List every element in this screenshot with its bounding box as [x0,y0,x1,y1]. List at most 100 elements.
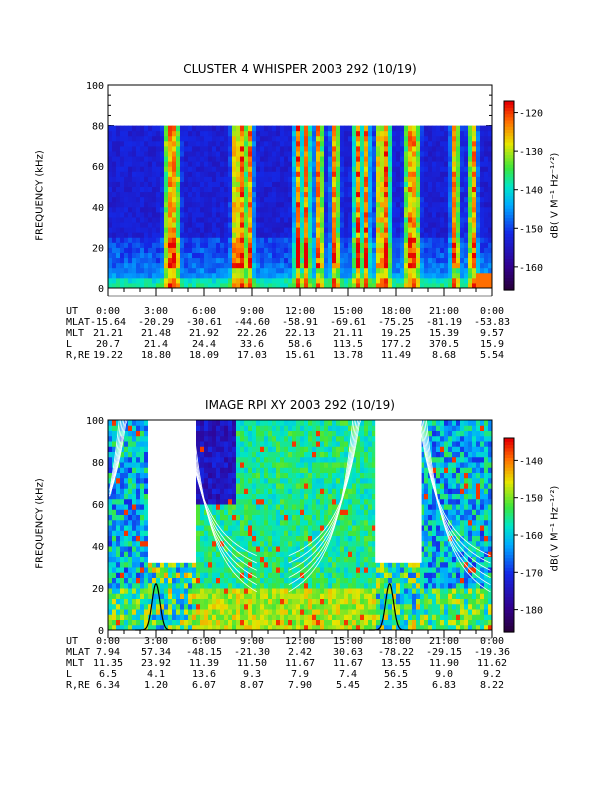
panel2-cell [248,525,253,531]
panel2-cell [148,593,153,599]
panel2-cell [120,582,125,589]
panel1-cell [368,252,373,259]
panel2-cell [144,609,149,615]
panel1-ephem-value: -20.29 [137,317,175,328]
panel1-cell [372,227,377,233]
panel2-cell [248,441,253,447]
panel1-cell [396,272,401,279]
panel1-cell [132,171,137,177]
panel1-cell [148,181,153,187]
panel1-cell [176,166,181,172]
panel2-cell [260,519,265,526]
panel1-cell [488,196,493,203]
panel1-cell [288,176,293,182]
panel2-cell [112,619,117,626]
panel1-cell [132,267,137,274]
panel1-cell [272,282,277,289]
panel1-cell [472,222,477,228]
panel1-cell [396,161,401,167]
panel1-colorbar-step [504,129,514,134]
panel2-cell [216,446,221,452]
panel1-cell [168,181,173,187]
panel1-cell [484,232,489,238]
panel1-cell [472,186,477,193]
panel1-cell [444,171,449,177]
panel1-cell [300,237,305,243]
panel1-cell [212,216,217,223]
panel1-cell [352,232,357,238]
panel1-cell [316,191,321,198]
panel1-cell [112,186,117,193]
panel1-cell [440,171,445,177]
panel2-cell [284,493,289,500]
panel2-cell [124,593,129,599]
panel1-cell [332,272,337,279]
panel1-cell [440,145,445,152]
panel1-cell [340,196,345,203]
panel1-cell [204,282,209,289]
panel1-cell [332,267,337,274]
panel1-cell [348,196,353,203]
panel2-cell [132,540,137,547]
panel1-cell [392,161,397,167]
panel1-cell [300,166,305,172]
panel1-cell [268,242,273,248]
panel1-cell [312,135,317,142]
panel2-cell [244,446,249,452]
panel2-cell [208,430,213,437]
panel1-cell [240,176,245,182]
panel2-cell [196,483,201,489]
panel1-cell [360,171,365,177]
panel1-cell [188,191,193,198]
panel1-cell [348,145,353,152]
panel2-cell [280,540,285,547]
panel2-cell [200,519,205,526]
panel1-cell [388,161,393,167]
panel1-cell [152,191,157,198]
panel1-cell [332,176,337,182]
panel1-cell [468,282,473,289]
panel1-cell [248,252,253,259]
panel2-ephem-value: 2.42 [287,647,313,658]
panel1-cell [412,216,417,223]
panel2-cell [280,530,285,536]
panel2-ephem-value: 30.63 [332,647,364,658]
panel2-cell [292,609,297,615]
panel1-cell [292,242,297,248]
panel1-cell [264,267,269,274]
panel1-cell [172,196,177,203]
panel1-cell [308,171,313,177]
panel1-cell [312,186,317,193]
panel1-cell [124,181,129,187]
panel1-cell [156,227,161,233]
panel2-cell [112,435,117,442]
panel1-ephem-value: 15.61 [284,350,316,361]
panel1-cell [444,176,449,182]
panel1-cell [372,125,377,132]
panel1-cell [444,222,449,228]
panel1-cell [276,257,281,264]
panel1-cell [324,252,329,259]
panel1-cell [264,161,269,167]
panel1-cell [172,156,177,162]
panel1-cell [344,257,349,264]
panel2-cell [208,598,213,605]
panel1-cell [420,140,425,147]
panel2-cell [224,451,229,458]
panel1-cell [132,237,137,243]
panel1-cell [404,186,409,193]
panel2-cell [248,477,253,484]
panel1-cell [228,247,233,253]
panel1-cell [308,211,313,218]
panel1-cell [488,206,493,213]
panel2-cell [240,556,245,563]
panel1-cell [144,130,149,137]
panel1-cell [164,227,169,233]
panel1-cell [308,150,313,157]
panel2-cell [200,567,205,573]
panel2-cell [228,477,233,484]
panel2-cell [112,546,117,552]
panel2-cell [252,609,257,615]
panel1-cell [464,181,469,187]
panel2-cell [284,472,289,479]
